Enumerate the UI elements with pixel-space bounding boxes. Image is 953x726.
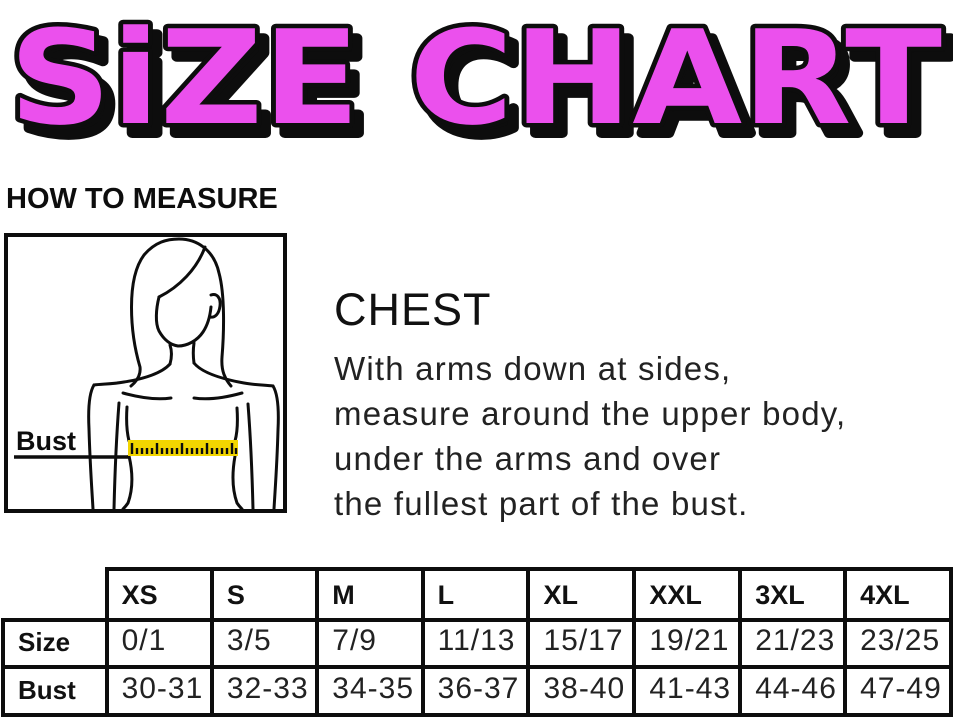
row-label-bust: Bust (1, 665, 109, 717)
face-outline (154, 295, 213, 348)
bust-value: 38-40 (526, 665, 637, 717)
tape-tick-marks (130, 443, 238, 454)
size-value: 11/13 (420, 618, 531, 669)
page-title: SiZE CHART SiZE CHART (0, 0, 953, 158)
chest-instruction-line: under the arms and over (334, 440, 722, 477)
hair-outline (129, 237, 233, 388)
neck-left-line (168, 343, 173, 366)
table-header-row: XS S M L XL XXL 3XL 4XL (3, 567, 953, 622)
ear-line (208, 293, 222, 319)
bust-value: 47-49 (843, 665, 953, 717)
neck-right-line (191, 341, 196, 365)
col-header-xs: XS (104, 567, 214, 622)
title-text: SiZE CHART (9, 2, 942, 154)
bust-label: Bust (16, 426, 76, 456)
bust-value: 41-43 (632, 665, 743, 717)
size-value: 15/17 (526, 618, 637, 669)
size-value: 21/23 (738, 618, 848, 669)
chest-heading: CHEST (334, 284, 492, 335)
chest-instruction-line: With arms down at sides, (334, 350, 732, 387)
col-header-4xl: 4XL (843, 567, 953, 622)
table-row-bust: Bust 30-31 32-33 34-35 36-37 38-40 41-43… (1, 665, 953, 717)
size-chart-table: XS S M L XL XXL 3XL 4XL Size 0/1 3/5 7/9… (1, 567, 953, 717)
how-to-measure-heading: HOW TO MEASURE (6, 183, 278, 215)
measurement-diagram-box: Bust (4, 233, 287, 513)
chest-instructions: CHEST With arms down at sides, measure a… (334, 284, 949, 526)
shoulder-left-line (92, 362, 172, 387)
bust-value: 34-35 (315, 665, 425, 717)
bust-value: 36-37 (420, 665, 531, 717)
size-value: 0/1 (104, 618, 214, 669)
arm-right-outer-line (271, 384, 280, 509)
arm-left-outer-line (87, 383, 96, 509)
col-header-3xl: 3XL (738, 567, 848, 622)
title-shadow-text: SiZE CHART (18, 12, 951, 158)
collarbone-left-line (121, 391, 173, 401)
size-value: 3/5 (209, 618, 320, 669)
torso-left-line (121, 405, 134, 509)
col-header-xl: XL (526, 567, 637, 622)
table-corner-cell (3, 569, 109, 622)
table-row-size: Size 0/1 3/5 7/9 11/13 15/17 19/21 21/23… (1, 618, 953, 669)
col-header-xxl: XXL (632, 567, 743, 622)
woman-outline-icon: Bust (14, 237, 280, 509)
chest-instruction-line: measure around the upper body, (334, 395, 847, 432)
shoulder-right-line (192, 361, 275, 388)
col-header-l: L (420, 567, 531, 622)
size-value: 19/21 (632, 618, 743, 669)
size-value: 23/25 (843, 618, 953, 669)
chest-instruction-line: the fullest part of the bust. (334, 485, 749, 522)
bust-value: 32-33 (209, 665, 320, 717)
collarbone-right-line (192, 391, 244, 401)
size-value: 7/9 (315, 618, 425, 669)
torso-right-line (231, 406, 244, 509)
size-chart-bubble-title: SiZE CHART SiZE CHART (5, 0, 953, 158)
bust-value: 44-46 (738, 665, 848, 717)
row-label-size: Size (1, 618, 109, 669)
arm-right-inner-line (246, 402, 255, 509)
col-header-m: M (315, 567, 425, 622)
bust-value: 30-31 (104, 665, 214, 717)
col-header-s: S (209, 567, 320, 622)
arm-left-inner-line (112, 401, 121, 509)
bangs-line (157, 245, 207, 299)
